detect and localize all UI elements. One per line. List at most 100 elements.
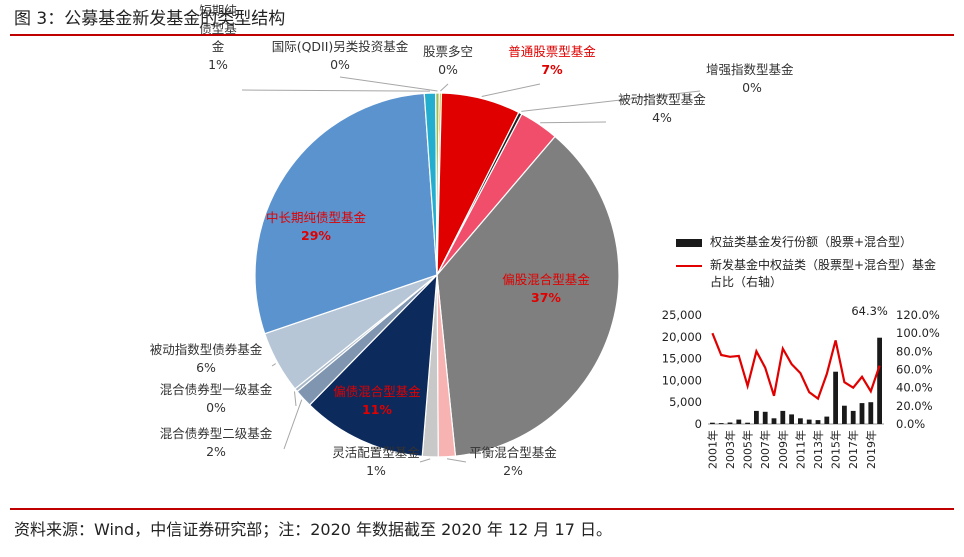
pie-label-9-line-0: 混合债券型一级基金 xyxy=(160,382,273,397)
mini-x-tick-0: 2001年 xyxy=(705,430,719,469)
pie-label-4-line-0: 偏股混合型基金 xyxy=(502,272,590,287)
pie-slice-7 xyxy=(308,273,438,458)
pie-label-13-line-0: 国际(QDII)另类投资基金 xyxy=(272,39,409,54)
pie-labels: 股票多空 0% 普通股票型基金 7% 增强指数型基金 0% 被动指数型基金 4% 偏股混合型基金… xyxy=(150,3,794,478)
mini-bar-15 xyxy=(842,405,847,424)
mini-left-tick-5: 25,000 xyxy=(662,308,702,322)
pie-label-5-line-0: 平衡混合型基金 xyxy=(469,445,557,460)
mini-left-tick-0: 0 xyxy=(695,417,702,431)
pie-leader-line-0 xyxy=(440,83,449,92)
mini-bar-4 xyxy=(745,422,750,424)
pie-pct-label-7: 11% xyxy=(362,402,392,417)
pie-leader-line-6 xyxy=(419,458,431,463)
mini-bar-11 xyxy=(806,419,812,424)
mini-x-tick-2: 2005年 xyxy=(741,430,755,469)
mini-bar-8 xyxy=(780,410,786,424)
pie-label-3-line-0: 被动指数型基金 xyxy=(618,92,706,107)
legend-item-bar: 权益类基金发行份额（股票+混合型） xyxy=(676,234,946,251)
pie-pct-label-10: 6% xyxy=(196,360,216,375)
pie-leader-line-12 xyxy=(241,89,430,92)
mini-bar-13 xyxy=(824,416,830,424)
mini-annotation-last-value: 64.3% xyxy=(851,304,888,318)
mini-bar-3 xyxy=(736,419,742,424)
mini-x-tick-5: 2011年 xyxy=(793,430,807,469)
mini-bar-7 xyxy=(771,418,777,424)
legend-label-bar: 权益类基金发行份额（股票+混合型） xyxy=(710,235,913,249)
mini-x-tick-4: 2009年 xyxy=(776,430,790,469)
pie-chart xyxy=(254,92,620,458)
pie-pct-label-11: 29% xyxy=(301,228,331,243)
pie-pct-label-6: 1% xyxy=(366,463,386,478)
pie-label-12-line-2: 金 xyxy=(212,39,225,54)
mini-bar-5 xyxy=(754,410,759,424)
mini-x-tick-6: 2013年 xyxy=(811,430,825,469)
footnote-rule xyxy=(10,508,954,510)
pie-label-11-line-0: 中长期纯债型基金 xyxy=(266,210,367,225)
mini-bar-10 xyxy=(798,418,803,424)
mini-bar-16 xyxy=(850,410,856,424)
pie-slice-13 xyxy=(435,92,440,276)
chart-canvas: 股票多空 0% 普通股票型基金 7% 增强指数型基金 0% 被动指数型基金 4% 偏股混合型基金… xyxy=(150,3,940,478)
mini-chart-legend: 权益类基金发行份额（股票+混合型） 新发基金中权益类（股票型+混合型）基金占比（… xyxy=(676,234,946,297)
mini-left-tick-4: 20,000 xyxy=(662,330,702,344)
mini-x-tick-8: 2017年 xyxy=(846,430,860,469)
mini-left-tick-2: 10,000 xyxy=(662,373,702,387)
pie-label-7-line-0: 偏债混合型基金 xyxy=(333,384,421,399)
mini-line-series xyxy=(711,332,881,401)
pie-leader-line-3 xyxy=(540,121,607,124)
mini-right-tick-2: 40.0% xyxy=(896,381,933,395)
pie-slice-4 xyxy=(436,135,620,457)
legend-swatch-line xyxy=(676,265,702,267)
pie-label-12-line-1: 债型基 xyxy=(199,21,237,36)
pie-leader-line-9 xyxy=(294,391,297,407)
pie-label-2-line-0: 增强指数型基金 xyxy=(706,62,794,77)
pie-pct-label-4: 37% xyxy=(531,290,561,305)
mini-bar-12 xyxy=(815,420,821,424)
pie-slice-11 xyxy=(254,92,438,335)
pie-label-8-line-0: 混合债券型二级基金 xyxy=(160,426,273,441)
mini-right-tick-0: 0.0% xyxy=(896,417,925,431)
mini-bar-19 xyxy=(877,337,882,424)
mini-x-tick-9: 2019年 xyxy=(864,430,878,469)
legend-label-line: 新发基金中权益类（股票型+混合型）基金占比（右轴） xyxy=(710,258,937,289)
pie-leader-line-13 xyxy=(339,76,438,92)
pie-leader-line-1 xyxy=(481,83,541,97)
mini-bar-1 xyxy=(718,423,724,424)
mini-right-tick-3: 60.0% xyxy=(896,363,933,377)
pie-pct-label-8: 2% xyxy=(206,444,226,459)
mini-bar-17 xyxy=(859,403,865,424)
mini-x-tick-3: 2007年 xyxy=(758,430,772,469)
mini-left-tick-3: 15,000 xyxy=(662,352,702,366)
pie-pct-label-13: 0% xyxy=(330,57,350,72)
mini-bar-2 xyxy=(727,422,733,424)
mini-chart: 0 5,000 10,000 15,000 20,000 25,000 0.0% 20.0% 4… xyxy=(662,304,940,469)
pie-pct-label-1: 7% xyxy=(541,62,563,77)
legend-item-line: 新发基金中权益类（股票型+混合型）基金占比（右轴） xyxy=(676,257,946,291)
mini-left-tick-1: 5,000 xyxy=(669,395,702,409)
mini-bar-18 xyxy=(868,402,874,424)
mini-x-tick-7: 2015年 xyxy=(829,430,843,469)
pie-pct-label-9: 0% xyxy=(206,400,226,415)
pie-label-1-line-0: 普通股票型基金 xyxy=(508,44,596,59)
mini-right-tick-5: 100.0% xyxy=(896,326,940,340)
pie-leader-line-8 xyxy=(283,399,303,450)
pie-leader-line-10 xyxy=(271,363,276,367)
pie-label-6-line-0: 灵活配置型基金 xyxy=(332,445,420,460)
pie-leader-line-5 xyxy=(446,458,467,463)
legend-swatch-bar xyxy=(676,239,702,247)
mini-x-tick-1: 2003年 xyxy=(723,430,737,469)
mini-bar-0 xyxy=(710,422,715,424)
pie-leader-line-2 xyxy=(521,90,701,112)
mini-right-tick-4: 80.0% xyxy=(896,344,933,358)
pie-pct-label-5: 2% xyxy=(503,463,523,478)
mini-bar-14 xyxy=(833,371,838,424)
mini-right-tick-1: 20.0% xyxy=(896,399,933,413)
pie-label-0-line-0: 股票多空 xyxy=(423,44,473,59)
pie-pct-label-0: 0% xyxy=(438,62,458,77)
mini-bar-6 xyxy=(762,411,768,424)
mini-right-tick-6: 120.0% xyxy=(896,308,940,322)
pie-label-12-line-0: 短期纯 xyxy=(199,3,237,18)
footnote: 资料来源：Wind，中信证券研究部；注：2020 年数据截至 2020 年 12… xyxy=(14,520,612,539)
pie-pct-label-2: 0% xyxy=(742,80,762,95)
pie-label-10-line-0: 被动指数型债券基金 xyxy=(150,342,263,357)
